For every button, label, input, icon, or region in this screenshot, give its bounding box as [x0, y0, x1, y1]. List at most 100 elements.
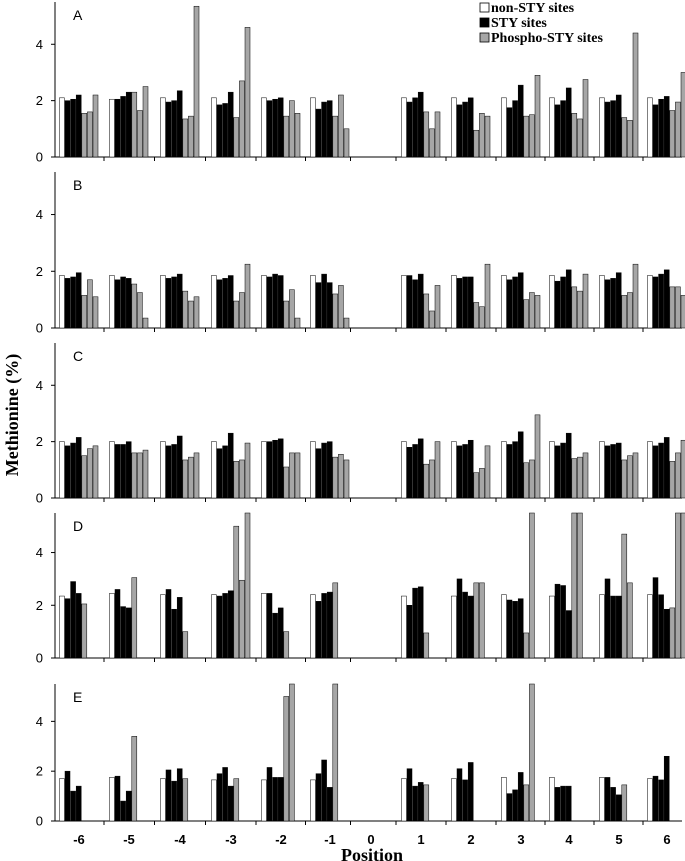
bar-black-pos--3	[216, 448, 223, 499]
bar-black-pos-5	[604, 777, 611, 822]
bar-white-pos-6	[647, 275, 653, 329]
bar-black-pos-6	[658, 779, 664, 822]
bar-gray-pos--3	[233, 461, 240, 499]
bar-white-pos--6	[59, 595, 65, 659]
bar-white-pos-6	[647, 594, 653, 659]
bar-gray-pos-5	[632, 32, 639, 158]
bar-white-pos-4	[549, 97, 555, 158]
bar-gray-pos--5	[137, 292, 143, 329]
bar-gray-pos-3	[529, 459, 535, 499]
bar-white-pos-4	[549, 441, 555, 499]
panel-b: 0 2 4 B	[36, 172, 685, 336]
bar-black-pos-6	[658, 442, 664, 499]
bar-black-pos--3	[222, 445, 228, 499]
bar-white-pos--1	[310, 441, 316, 499]
bar-black-pos--1	[315, 601, 322, 659]
bar-white-pos-4	[549, 595, 555, 659]
bar-black-pos--1	[326, 787, 333, 822]
bar-gray-pos--2	[294, 113, 301, 158]
bar-gray-pos-6	[680, 72, 685, 158]
bar-gray-pos--5	[131, 577, 138, 659]
bar-black-pos--2	[277, 438, 284, 499]
bar-gray-pos-6	[669, 286, 676, 329]
bar-gray-pos-5	[632, 263, 639, 329]
bar-black-pos--1	[321, 593, 327, 659]
bar-white-pos-2	[451, 97, 457, 158]
bar-gray-pos--4	[193, 5, 200, 158]
bar-black-pos--2	[272, 612, 278, 659]
bar-gray-pos--5	[142, 86, 149, 158]
bar-black-pos-6	[663, 96, 670, 158]
bar-black-pos--3	[216, 773, 223, 822]
bar-gray-pos--3	[244, 512, 251, 659]
bar-black-pos-6	[663, 755, 670, 822]
bar-white-pos--2	[261, 275, 267, 329]
bar-gray-pos-4	[571, 458, 578, 499]
bar-black-pos--5	[120, 96, 126, 158]
bar-gray-pos-1	[429, 459, 435, 499]
bar-black-pos-2	[467, 439, 474, 499]
bar-gray-pos--1	[332, 582, 339, 659]
bar-gray-pos--6	[81, 603, 88, 659]
bar-white-pos-5	[599, 275, 605, 329]
bar-black-pos-3	[517, 272, 524, 329]
bar-black-pos-6	[652, 577, 659, 659]
bar-black-pos--5	[120, 444, 126, 499]
bar-black-pos-1	[417, 273, 424, 329]
bar-white-pos-1	[401, 275, 407, 329]
bar-black-pos-5	[604, 279, 611, 329]
bar-black-pos--2	[266, 767, 273, 822]
bar-black-pos-1	[412, 279, 418, 329]
bar-black-pos-5	[610, 787, 616, 822]
bar-black-pos-1	[412, 785, 418, 822]
bar-black-pos--4	[176, 90, 183, 158]
legend-swatch	[479, 32, 490, 43]
bar-black-pos-5	[615, 272, 622, 329]
bar-gray-pos--2	[289, 100, 295, 158]
bar-gray-pos-1	[423, 784, 430, 822]
bar-gray-pos--5	[142, 317, 149, 329]
y-tick-label: 4	[36, 207, 43, 222]
bar-black-pos--6	[64, 445, 71, 499]
bar-white-pos--2	[261, 441, 267, 499]
bar-black-pos--6	[75, 272, 82, 329]
bar-black-pos--5	[125, 91, 132, 158]
bar-gray-pos-3	[529, 292, 535, 329]
bar-gray-pos--3	[233, 300, 240, 329]
x-tick-label: 4	[565, 832, 573, 847]
bar-gray-pos-4	[577, 118, 583, 158]
panel-a: 0 2 4 A	[36, 2, 685, 165]
bar-gray-pos-1	[434, 285, 441, 329]
panel-d: 0 2 4 D	[36, 512, 685, 666]
bar-white-pos-3	[501, 97, 507, 158]
bar-black-pos--6	[75, 785, 82, 822]
bar-gray-pos-5	[621, 784, 628, 822]
bar-black-pos--2	[272, 777, 278, 822]
bar-black-pos-2	[467, 595, 474, 659]
bar-gray-pos-3	[523, 632, 530, 659]
bar-black-pos-5	[615, 595, 622, 659]
bar-black-pos--1	[315, 108, 322, 158]
bar-gray-pos--4	[188, 300, 194, 329]
bar-black-pos--2	[277, 275, 284, 329]
bar-gray-pos-3	[534, 295, 541, 329]
bar-gray-pos--6	[87, 448, 93, 499]
bar-gray-pos--1	[332, 293, 339, 329]
bar-white-pos--4	[160, 594, 166, 659]
bar-gray-pos--4	[182, 290, 189, 329]
bar-gray-pos-2	[473, 302, 480, 329]
bar-black-pos-5	[610, 595, 616, 659]
bar-black-pos-2	[456, 278, 463, 329]
bar-gray-pos-2	[479, 113, 485, 158]
bar-black-pos--2	[266, 593, 273, 659]
bar-gray-pos--2	[283, 466, 290, 499]
bar-white-pos--1	[310, 275, 316, 329]
bar-black-pos-3	[517, 431, 524, 499]
bar-white-pos-6	[647, 441, 653, 499]
bar-gray-pos--1	[343, 459, 350, 499]
bar-black-pos--3	[227, 432, 234, 499]
bar-black-pos-4	[554, 104, 561, 158]
bar-black-pos-2	[462, 276, 468, 329]
